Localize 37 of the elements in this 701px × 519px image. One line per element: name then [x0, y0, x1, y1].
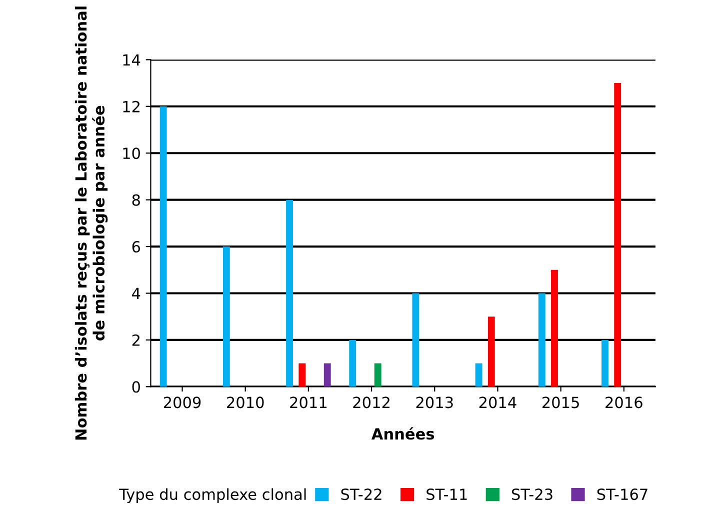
bar [349, 340, 356, 387]
bar [412, 293, 420, 387]
x-tick-label: 2013 [416, 396, 453, 408]
bar [475, 363, 482, 387]
x-tick-label: 2015 [542, 396, 579, 408]
legend-label: ST-23 [512, 488, 552, 500]
y-tick-label: 4 [132, 288, 140, 300]
x-axis-title: Années [371, 427, 434, 440]
x-tick-label: 2012 [353, 396, 390, 408]
bar [222, 246, 230, 387]
x-tick-label: 2010 [227, 396, 264, 408]
x-tick-label: 2016 [606, 396, 642, 408]
y-tick-label: 12 [123, 100, 140, 112]
y-tick-label: 0 [132, 381, 140, 393]
y-tick-label: 6 [132, 240, 140, 253]
bar [324, 363, 331, 387]
legend-title: Type du complexe clonal [119, 488, 306, 504]
y-axis-title: Nombre d’isolats reçus par le Laboratoire national de microbiologie par année [74, 6, 108, 440]
x-tick-label: 2009 [164, 396, 201, 408]
bar [298, 363, 306, 387]
y-tick-label: 8 [132, 194, 140, 206]
legend-label: ST-11 [426, 488, 467, 500]
bar [374, 363, 382, 387]
x-tick-label: 2011 [290, 396, 326, 408]
x-tick-label: 2014 [479, 396, 516, 408]
legend-label: ST-22 [341, 488, 382, 500]
bar [160, 106, 167, 387]
bar [614, 83, 622, 387]
bar [286, 200, 293, 387]
bar [488, 316, 495, 387]
bar [538, 293, 546, 387]
y-tick-label: 10 [123, 148, 140, 160]
legend-label: ST-167 [597, 488, 648, 500]
y-tick-label: 2 [132, 334, 140, 346]
bar [601, 340, 608, 387]
bar [551, 270, 558, 387]
y-tick-label: 14 [123, 54, 140, 66]
